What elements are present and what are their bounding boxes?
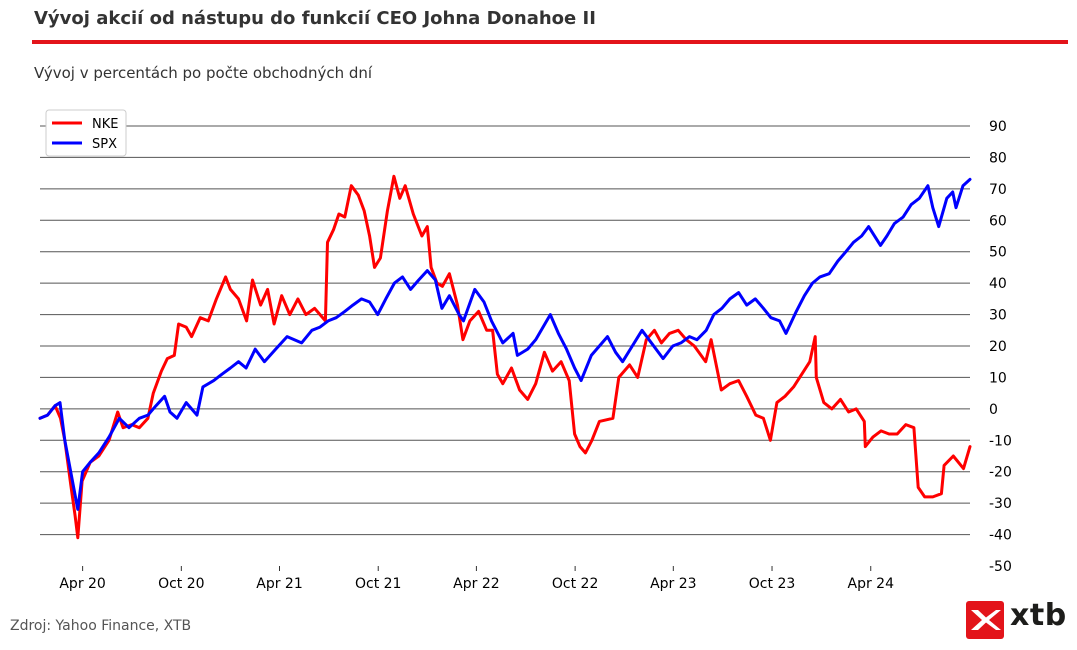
y-tick-label: 10 bbox=[989, 370, 1007, 386]
y-tick-label: 40 bbox=[989, 276, 1007, 292]
x-tick-label: Oct 23 bbox=[749, 576, 795, 592]
x-tick-label: Apr 24 bbox=[848, 576, 895, 592]
y-tick-label: -30 bbox=[989, 496, 1012, 512]
x-tick-label: Oct 22 bbox=[552, 576, 598, 592]
y-tick-label: -50 bbox=[989, 559, 1012, 575]
y-tick-label: -40 bbox=[989, 528, 1012, 544]
y-tick-label: 70 bbox=[989, 182, 1007, 198]
y-tick-label: -10 bbox=[989, 433, 1012, 449]
legend-label-nke: NKE bbox=[92, 117, 118, 132]
y-tick-label: -20 bbox=[989, 465, 1012, 481]
legend-label-spx: SPX bbox=[92, 137, 117, 152]
chart-subtitle: Vývoj v percentách po počte obchodných d… bbox=[34, 64, 373, 82]
line-chart: 90 80 70 60 50 40 30 20 10 0 -10 -20 -30 -40 -50 Apr 2… bbox=[38, 109, 1012, 592]
x-tick-label: Apr 23 bbox=[650, 576, 696, 592]
grid-layer bbox=[40, 125, 970, 536]
xtb-logo-text: xtb bbox=[1010, 598, 1067, 633]
y-tick-label: 0 bbox=[989, 402, 998, 418]
xtb-logo-mark bbox=[966, 601, 1004, 639]
x-mark-icon bbox=[971, 610, 1001, 630]
x-tick-label: Oct 21 bbox=[355, 576, 401, 592]
source-note: Zdroj: Yahoo Finance, XTB bbox=[10, 618, 192, 634]
y-tick-label: 80 bbox=[989, 150, 1007, 166]
x-tick-label: Apr 21 bbox=[256, 576, 302, 592]
chart-title: Vývoj akcií od nástupu do funkcií CEO Jo… bbox=[34, 8, 596, 29]
y-tick-label: 60 bbox=[989, 213, 1007, 229]
y-tick-label: 90 bbox=[989, 119, 1007, 135]
y-axis-ticks: 90 80 70 60 50 40 30 20 10 0 -10 -20 -30 -40 -50 bbox=[989, 119, 1012, 575]
y-tick-label: 30 bbox=[989, 308, 1007, 324]
series-layer bbox=[38, 174, 972, 540]
series-line-nke bbox=[38, 174, 972, 540]
x-tick-label: Oct 20 bbox=[158, 576, 204, 592]
x-axis-ticks: Apr 20 Oct 20 Apr 21 Oct 21 Apr 22 Oct 22 Apr … bbox=[59, 566, 894, 592]
y-tick-label: 50 bbox=[989, 245, 1007, 261]
y-tick-label: 20 bbox=[989, 339, 1007, 355]
x-tick-label: Apr 20 bbox=[59, 576, 105, 592]
x-tick-label: Apr 22 bbox=[453, 576, 499, 592]
legend: NKE SPX bbox=[45, 109, 127, 157]
xtb-logo: xtb bbox=[964, 598, 1072, 642]
series-line-spx bbox=[38, 177, 972, 511]
title-divider bbox=[32, 40, 1068, 44]
